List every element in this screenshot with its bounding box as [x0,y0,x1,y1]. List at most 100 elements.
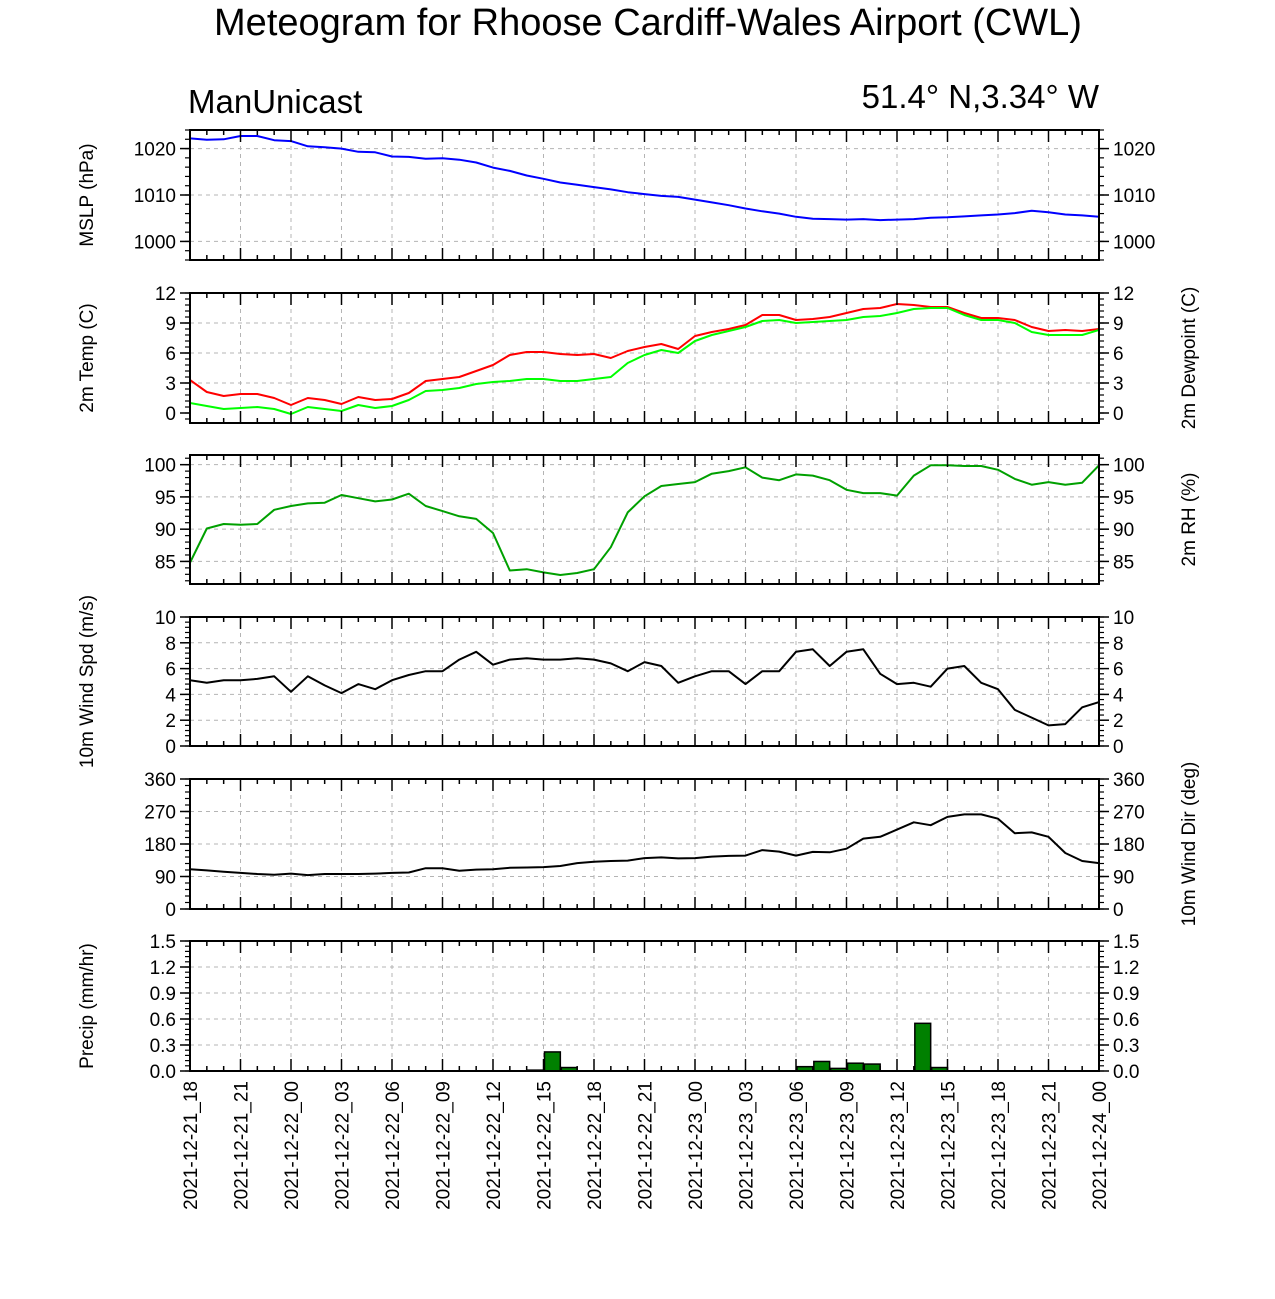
y-tick-label: 0.0 [150,1062,176,1083]
y-tick-label-right: 6 [1113,344,1124,365]
y-axis-label-right: 10m Wind Dir (deg) [1179,762,1200,927]
y-tick-label-right: 0.3 [1113,1036,1139,1057]
y-tick-label: 0.9 [150,984,176,1005]
x-tick-label: 2021-12-23_15 [939,1081,960,1210]
x-tick-label: 2021-12-22_09 [434,1081,455,1210]
panel-mslp: 1000 1000 1010 1010 1020 1020 MSLP (hPa) [77,129,1155,261]
y-tick-label: 0.6 [150,1010,176,1031]
y-tick-label-right: 4 [1113,685,1124,706]
x-tick-label: 2021-12-23_09 [838,1081,859,1210]
y-tick-label-right: 0 [1113,737,1124,758]
y-tick-label-right: 90 [1113,520,1134,541]
y-tick-label-right: 3 [1113,374,1124,395]
y-tick-label-right: 9 [1113,314,1124,335]
station-location: 51.4° N,3.34° W [862,78,1100,115]
y-tick-label: 6 [165,344,176,365]
y-tick-label: 10 [155,608,176,629]
x-tick-label: 2021-12-22_18 [585,1081,606,1210]
y-tick-label: 3 [165,374,176,395]
y-tick-label-right: 0.9 [1113,984,1139,1005]
precip-bar [846,1062,865,1072]
panel-rh: 85 85 90 90 95 95 100 100 2m RH (%) [144,454,1200,585]
y-tick-label-right: 1000 [1113,232,1155,253]
x-tick-label: 2021-12-22_03 [333,1081,354,1210]
x-tick-label: 2021-12-23_12 [888,1081,909,1210]
panel-precip: 0.0 0.0 0.3 0.3 0.6 0.6 0.9 0.9 1.2 1.2 1.5 1.5 Prec… [77,932,1139,1083]
y-tick-label-right: 0.0 [1113,1062,1139,1083]
y-tick-label-right: 1.5 [1113,932,1139,953]
y-tick-label-right: 6 [1113,660,1124,681]
y-tick-label: 180 [144,835,176,856]
series-line-wdir-0 [190,813,1099,877]
y-tick-label: 1020 [134,140,176,161]
x-tick-label: 2021-12-22_00 [282,1081,303,1210]
y-tick-label: 95 [155,488,176,509]
y-tick-label: 100 [144,456,176,477]
precip-bar [863,1063,881,1072]
y-tick-label: 1.5 [150,932,176,953]
y-tick-label-right: 270 [1113,803,1145,824]
precip-bar [914,1022,932,1072]
y-axis-label-left: 2m Temp (C) [77,303,98,412]
y-tick-label: 1000 [134,232,176,253]
y-tick-label-right: 12 [1113,284,1134,305]
y-tick-label: 1010 [134,186,176,207]
y-tick-label-right: 100 [1113,456,1145,477]
x-tick-label: 2021-12-24_00 [1090,1081,1111,1210]
y-axis-label-left: 10m Wind Spd (m/s) [77,595,98,768]
panel-temp: 0 0 3 3 6 6 9 9 12 12 2m Temp (C) 2m Dewpoint (C) [77,284,1200,429]
model-name: ManUnicast [188,83,362,120]
y-tick-label: 360 [144,770,176,791]
y-tick-label-right: 0.6 [1113,1010,1139,1031]
y-tick-label-right: 2 [1113,711,1124,732]
y-tick-label-right: 8 [1113,634,1124,655]
y-axis-label-right: 2m RH (%) [1179,473,1200,567]
y-tick-label: 0 [165,737,176,758]
y-tick-label: 0 [165,900,176,921]
y-tick-label: 0 [165,404,176,425]
x-tick-label: 2021-12-23_06 [787,1081,808,1210]
x-tick-label: 2021-12-21_21 [232,1081,253,1210]
x-tick-label: 2021-12-21_18 [181,1081,202,1210]
x-tick-label: 2021-12-23_00 [686,1081,707,1210]
y-tick-label-right: 360 [1113,770,1145,791]
y-tick-label: 2 [165,711,176,732]
x-tick-label: 2021-12-22_21 [636,1081,657,1210]
y-tick-label: 8 [165,634,176,655]
y-tick-label-right: 10 [1113,608,1134,629]
y-tick-label-right: 1010 [1113,186,1155,207]
x-axis: 2021-12-21_18 2021-12-21_21 2021-12-22_00 2… [181,1081,1111,1210]
y-tick-label: 12 [155,284,176,305]
y-tick-label: 270 [144,803,176,824]
series-line-wspd-0 [190,648,1099,727]
y-tick-label: 85 [155,552,176,573]
y-axis-label-left: MSLP (hPa) [77,143,98,246]
x-tick-label: 2021-12-23_03 [737,1081,758,1210]
x-tick-label: 2021-12-22_06 [383,1081,404,1210]
y-tick-label-right: 0 [1113,900,1124,921]
y-axis-label-left: Precip (mm/hr) [77,943,98,1069]
y-tick-label: 6 [165,660,176,681]
precip-bar [543,1051,562,1072]
panel-wdir: 0 0 90 90 180 180 270 270 360 360 10m Wind Dir (de… [144,762,1200,927]
y-tick-label-right: 95 [1113,488,1134,509]
y-tick-label: 1.2 [150,958,176,979]
y-axis-label-right: 2m Dewpoint (C) [1179,287,1200,430]
y-tick-label: 90 [155,868,176,889]
y-tick-label-right: 1020 [1113,140,1155,161]
panel-wspd: 0 0 2 2 4 4 6 6 8 8 10 10 10m Wind Spd (m/s) [77,595,1134,768]
y-tick-label-right: 90 [1113,868,1134,889]
chart-title: Meteogram for Rhoose Cardiff-Wales Airpo… [214,2,1082,44]
x-tick-label: 2021-12-22_15 [535,1081,556,1210]
y-tick-label-right: 85 [1113,552,1134,573]
x-tick-label: 2021-12-22_12 [484,1081,505,1210]
y-tick-label: 4 [165,685,176,706]
x-tick-label: 2021-12-23_18 [989,1081,1010,1210]
series-line-mslp-0 [190,135,1099,222]
precip-bar [813,1060,831,1072]
y-tick-label: 9 [165,314,176,335]
x-tick-label: 2021-12-23_21 [1040,1081,1061,1210]
y-tick-label-right: 0 [1113,404,1124,425]
